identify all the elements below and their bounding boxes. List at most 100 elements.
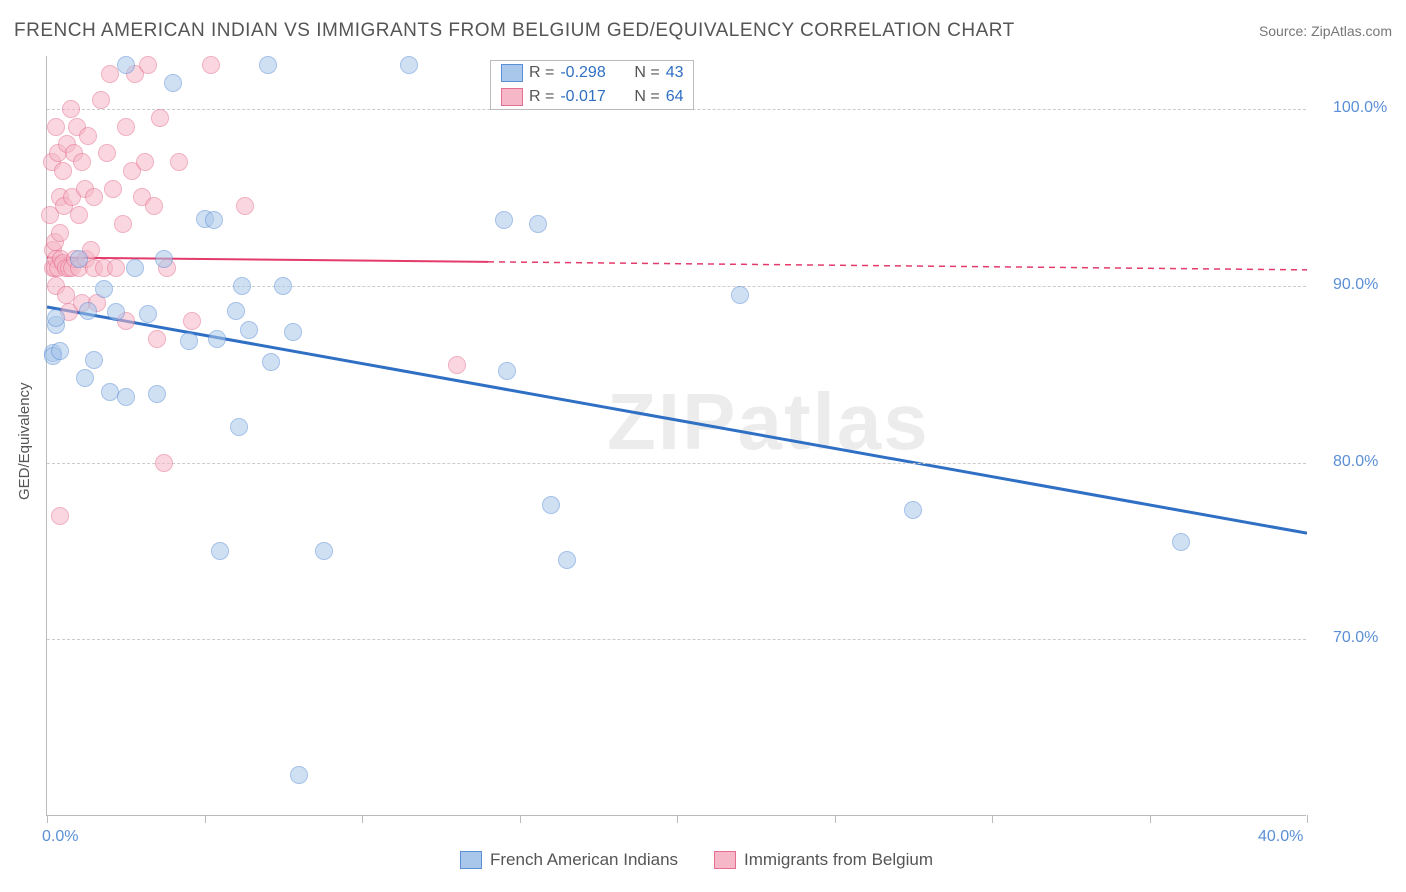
scatter-point-blue: [227, 302, 245, 320]
scatter-point-pink: [151, 109, 169, 127]
chart-title: FRENCH AMERICAN INDIAN VS IMMIGRANTS FRO…: [14, 20, 1015, 42]
series-legend: French American Indians Immigrants from B…: [460, 850, 933, 870]
scatter-point-blue: [262, 353, 280, 371]
stats-row-pink: R = -0.017 N = 64: [491, 85, 693, 109]
scatter-point-blue: [85, 351, 103, 369]
x-tick-label: 0.0%: [42, 828, 78, 846]
scatter-point-blue: [208, 330, 226, 348]
scatter-point-blue: [139, 305, 157, 323]
legend-item-pink: Immigrants from Belgium: [714, 850, 933, 870]
n-label: N =: [634, 88, 659, 106]
x-tick: [1307, 815, 1308, 823]
scatter-point-pink: [236, 197, 254, 215]
scatter-point-blue: [117, 56, 135, 74]
scatter-point-blue: [240, 321, 258, 339]
r-value: -0.017: [560, 88, 620, 106]
scatter-chart: ZIPatlas 70.0%80.0%90.0%100.0%: [46, 56, 1306, 816]
scatter-point-blue: [315, 542, 333, 560]
scatter-point-pink: [51, 507, 69, 525]
scatter-point-pink: [73, 153, 91, 171]
scatter-point-blue: [400, 56, 418, 74]
n-value: 64: [666, 88, 684, 106]
x-tick: [362, 815, 363, 823]
scatter-point-pink: [170, 153, 188, 171]
x-tick: [835, 815, 836, 823]
scatter-point-pink: [54, 162, 72, 180]
scatter-point-pink: [114, 215, 132, 233]
legend-swatch-pink: [714, 851, 736, 869]
r-label: R =: [529, 88, 554, 106]
scatter-point-blue: [542, 496, 560, 514]
trend-lines-layer: [47, 56, 1307, 816]
n-value: 43: [666, 64, 684, 82]
scatter-point-pink: [79, 127, 97, 145]
y-tick-label: 90.0%: [1333, 276, 1378, 294]
scatter-point-blue: [79, 302, 97, 320]
swatch-pink: [501, 88, 523, 106]
scatter-point-blue: [155, 250, 173, 268]
scatter-point-blue: [180, 332, 198, 350]
watermark: ZIPatlas: [607, 376, 930, 468]
scatter-point-blue: [70, 250, 88, 268]
source-prefix: Source:: [1259, 23, 1311, 39]
x-tick-label: 40.0%: [1258, 828, 1303, 846]
gridline-h: [47, 639, 1306, 640]
scatter-point-blue: [230, 418, 248, 436]
y-tick-label: 70.0%: [1333, 629, 1378, 647]
scatter-point-pink: [117, 118, 135, 136]
scatter-point-pink: [148, 330, 166, 348]
scatter-point-blue: [290, 766, 308, 784]
legend-label: Immigrants from Belgium: [744, 850, 933, 870]
y-tick-label: 100.0%: [1333, 99, 1387, 117]
swatch-blue: [501, 64, 523, 82]
source-attribution: Source: ZipAtlas.com: [1259, 23, 1392, 39]
scatter-point-blue: [1172, 533, 1190, 551]
scatter-point-blue: [498, 362, 516, 380]
scatter-point-blue: [95, 280, 113, 298]
n-label: N =: [634, 64, 659, 82]
legend-item-blue: French American Indians: [460, 850, 678, 870]
y-tick-label: 80.0%: [1333, 453, 1378, 471]
gridline-h: [47, 463, 1306, 464]
scatter-point-blue: [51, 342, 69, 360]
x-tick: [520, 815, 521, 823]
scatter-point-blue: [211, 542, 229, 560]
r-value: -0.298: [560, 64, 620, 82]
scatter-point-blue: [47, 309, 65, 327]
x-tick: [677, 815, 678, 823]
correlation-stats-box: R = -0.298 N = 43 R = -0.017 N = 64: [490, 60, 694, 110]
scatter-point-blue: [529, 215, 547, 233]
x-tick: [47, 815, 48, 823]
legend-swatch-blue: [460, 851, 482, 869]
y-axis-label: GED/Equivalency: [16, 382, 33, 500]
source-name: ZipAtlas.com: [1311, 23, 1392, 39]
scatter-point-pink: [136, 153, 154, 171]
scatter-point-pink: [62, 100, 80, 118]
scatter-point-pink: [448, 356, 466, 374]
scatter-point-pink: [92, 91, 110, 109]
scatter-point-blue: [495, 211, 513, 229]
scatter-point-pink: [145, 197, 163, 215]
chart-header: FRENCH AMERICAN INDIAN VS IMMIGRANTS FRO…: [14, 20, 1392, 42]
scatter-point-blue: [117, 388, 135, 406]
scatter-point-pink: [139, 56, 157, 74]
scatter-point-pink: [70, 206, 88, 224]
scatter-point-pink: [183, 312, 201, 330]
scatter-point-pink: [85, 188, 103, 206]
x-tick: [1150, 815, 1151, 823]
x-tick: [205, 815, 206, 823]
scatter-point-blue: [259, 56, 277, 74]
scatter-point-pink: [98, 144, 116, 162]
scatter-point-pink: [51, 224, 69, 242]
scatter-point-blue: [76, 369, 94, 387]
scatter-point-blue: [904, 501, 922, 519]
scatter-point-blue: [274, 277, 292, 295]
scatter-point-blue: [164, 74, 182, 92]
r-label: R =: [529, 64, 554, 82]
scatter-point-pink: [107, 259, 125, 277]
scatter-point-blue: [731, 286, 749, 304]
trendline-pink-dashed: [488, 262, 1307, 270]
scatter-point-blue: [107, 303, 125, 321]
legend-label: French American Indians: [490, 850, 678, 870]
scatter-point-blue: [284, 323, 302, 341]
